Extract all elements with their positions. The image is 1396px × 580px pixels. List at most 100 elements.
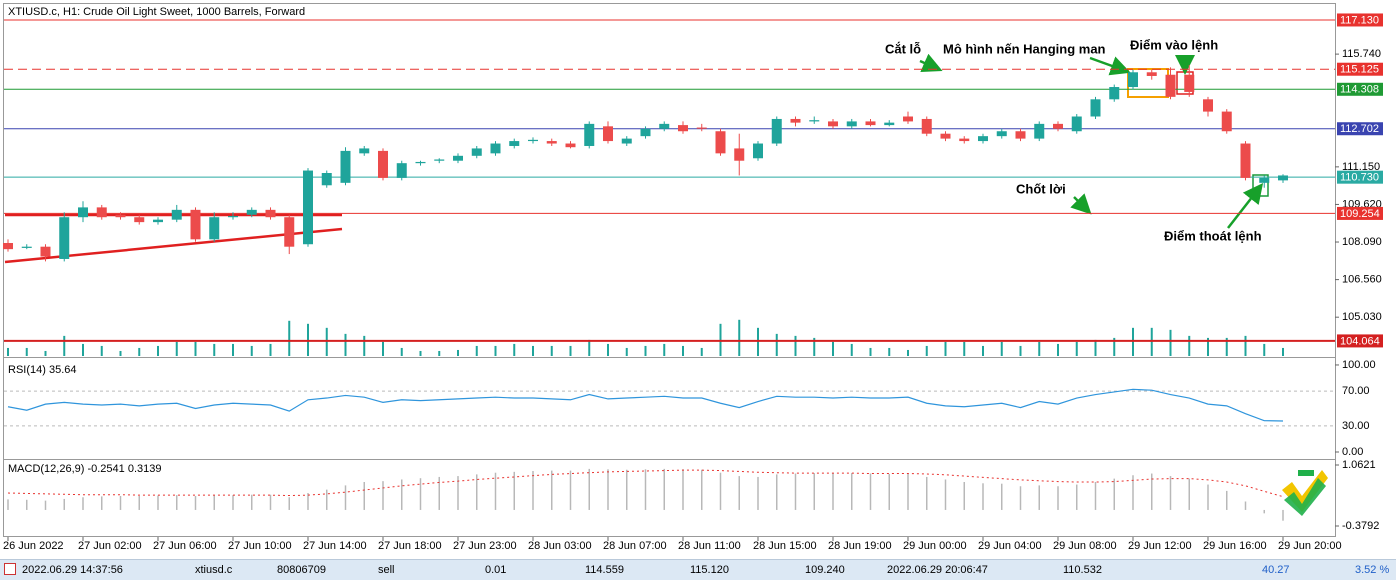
candle-body <box>3 243 13 250</box>
candle-body <box>340 150 351 183</box>
candle-body <box>565 143 576 148</box>
level-label: 115.125 <box>1340 64 1379 76</box>
candle-body <box>1259 177 1270 183</box>
x-tick-label: 28 Jun 19:00 <box>828 540 892 552</box>
candle-body <box>134 217 145 223</box>
candle-body <box>1184 74 1195 92</box>
x-tick-label: 28 Jun 03:00 <box>528 540 592 552</box>
level-label: 117.130 <box>1340 14 1379 26</box>
x-tick-label: 27 Jun 23:00 <box>453 540 517 552</box>
arrow <box>919 53 943 73</box>
candle-body <box>809 120 820 122</box>
x-tick-label: 29 Jun 12:00 <box>1128 540 1192 552</box>
x-tick-label: 28 Jun 15:00 <box>753 540 817 552</box>
annotation: Điểm vào lệnh <box>1130 37 1218 52</box>
x-tick-label: 28 Jun 07:00 <box>603 540 667 552</box>
candle-body <box>1071 116 1082 132</box>
level-label-bg <box>1337 334 1383 348</box>
candle-body <box>865 121 876 126</box>
x-tick-label: 27 Jun 02:00 <box>78 540 142 552</box>
y-tick-label: -0.3792 <box>1342 520 1379 532</box>
candle-body <box>453 155 463 161</box>
candle-body <box>828 121 838 127</box>
candle-body <box>284 217 295 247</box>
level-label-bg <box>1337 170 1383 184</box>
x-tick-label: 27 Jun 10:00 <box>228 540 292 552</box>
candle-body <box>603 126 613 142</box>
candle-body <box>1015 131 1026 139</box>
status-field: 3.52 % <box>1355 564 1390 576</box>
candle-body <box>246 209 257 215</box>
candle-body <box>96 207 107 218</box>
y-tick-label: 108.090 <box>1342 236 1382 248</box>
level-label: 104.064 <box>1340 335 1380 347</box>
status-field: 2022.06.29 20:06:47 <box>887 564 988 576</box>
candle-body <box>921 118 932 134</box>
candle-body <box>659 123 670 129</box>
x-tick-label: 29 Jun 16:00 <box>1203 540 1267 552</box>
status-field: 0.01 <box>485 564 507 576</box>
candle-body <box>171 209 182 220</box>
y-tick-label: 0.00 <box>1342 446 1363 458</box>
macd-label: MACD(12,26,9) -0.2541 0.3139 <box>8 463 161 475</box>
arrow <box>1227 183 1264 229</box>
candle-body <box>1034 123 1045 139</box>
candle-body <box>359 148 370 154</box>
status-field: 2022.06.29 14:37:56 <box>22 564 123 576</box>
level-label: 109.254 <box>1340 208 1380 220</box>
annotation: Điểm thoát lệnh <box>1164 228 1262 243</box>
candle-body <box>434 159 445 161</box>
candle-body <box>1053 123 1063 129</box>
frame <box>3 3 1336 537</box>
candle-body <box>978 136 988 142</box>
candle-body <box>471 148 482 156</box>
candle-body <box>940 133 951 139</box>
status-field: 115.120 <box>690 564 729 576</box>
x-tick-label: 29 Jun 08:00 <box>1053 540 1117 552</box>
candle-body <box>78 207 88 218</box>
annotation: Chốt lời <box>1016 181 1066 196</box>
rsi-line <box>7 388 1284 422</box>
x-tick-label: 27 Jun 14:00 <box>303 540 367 552</box>
candle-body <box>228 215 238 218</box>
x-tick-label: 27 Jun 18:00 <box>378 540 442 552</box>
candle-body <box>771 118 782 144</box>
candle-body <box>1278 175 1288 181</box>
y-tick-label: 100.00 <box>1342 359 1376 371</box>
candle-body <box>640 128 651 137</box>
candle-body <box>1165 74 1176 97</box>
candle-body <box>715 131 726 154</box>
arrow <box>1089 56 1131 76</box>
status-field: 114.559 <box>585 564 624 576</box>
candle-body <box>1109 87 1120 100</box>
level-label: 112.702 <box>1340 123 1379 135</box>
candle-body <box>959 138 970 142</box>
y-tick-label: 115.740 <box>1342 48 1381 60</box>
y-tick-label: 70.00 <box>1342 385 1370 397</box>
x-tick-label: 27 Jun 06:00 <box>153 540 217 552</box>
candle-body <box>265 209 276 218</box>
candle-body <box>903 116 913 122</box>
candle-body <box>1240 143 1251 178</box>
x-tick-label: 29 Jun 00:00 <box>903 540 967 552</box>
chart-title: XTIUSD.c, H1: Crude Oil Light Sweet, 100… <box>8 6 305 18</box>
candle-body <box>884 122 895 126</box>
x-tick-label: 29 Jun 20:00 <box>1278 540 1342 552</box>
candle-body <box>396 163 407 178</box>
candle-body <box>190 209 201 240</box>
candle-body <box>21 246 32 248</box>
annotation: Cắt lỗ <box>885 41 921 56</box>
candle-body <box>59 217 70 259</box>
status-icon <box>4 563 16 575</box>
status-bar: 2022.06.29 14:37:56 xtiusd.c 80806709 sell 0… <box>0 559 1396 580</box>
annotation: Mô hình nến Hanging man <box>943 41 1106 56</box>
candle-body <box>846 121 857 127</box>
candle-body <box>209 217 220 240</box>
candle-body <box>734 148 745 161</box>
status-field: 40.27 <box>1262 564 1290 576</box>
candle-body <box>753 143 763 159</box>
arrow <box>1070 193 1092 215</box>
candle-body <box>303 170 313 245</box>
level-label: 110.730 <box>1340 172 1379 184</box>
y-tick-label: 30.00 <box>1342 420 1370 432</box>
